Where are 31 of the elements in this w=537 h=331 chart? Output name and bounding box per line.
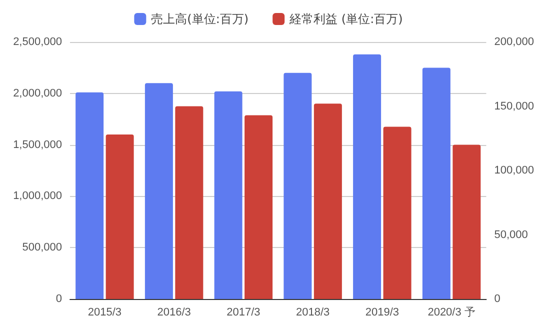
bar <box>284 72 312 299</box>
y2-tick-label: 50,000 <box>494 228 528 241</box>
y-tick-label: 1,500,000 <box>13 138 62 151</box>
y-tick-label: 1,000,000 <box>13 190 62 202</box>
y2-tick-label: 200,000 <box>494 36 534 48</box>
bar <box>175 106 204 299</box>
y-tick-label: 0 <box>56 293 62 305</box>
y-tick-label: 500,000 <box>22 242 62 254</box>
bar <box>422 68 450 299</box>
legend-label: 経常利益 (単位:百万) <box>288 12 403 26</box>
y2-tick-label: 100,000 <box>494 164 534 176</box>
bar <box>244 115 273 299</box>
bar <box>106 134 134 299</box>
bar <box>452 144 481 299</box>
x-tick-label: 2017/3 <box>226 306 260 318</box>
y2-tick-label: 0 <box>494 293 500 305</box>
x-tick-label: 2018/3 <box>296 306 330 318</box>
x-tick-label: 2015/3 <box>88 306 122 318</box>
y2-tick-label: 150,000 <box>494 100 534 112</box>
x-tick-label: 2019/3 <box>365 306 400 318</box>
x-tick-label: 2020/3 予 <box>428 306 476 318</box>
legend-label: 売上高(単位:百万) <box>151 12 249 26</box>
y-tick-label: 2,000,000 <box>13 87 62 100</box>
bar <box>214 91 242 299</box>
bar <box>76 92 104 299</box>
x-tick-label: 2016/3 <box>157 306 191 318</box>
bar <box>144 83 173 299</box>
bar <box>353 54 382 299</box>
bar <box>314 104 342 299</box>
y-tick-label: 2,500,000 <box>13 36 62 48</box>
bar <box>383 126 412 299</box>
